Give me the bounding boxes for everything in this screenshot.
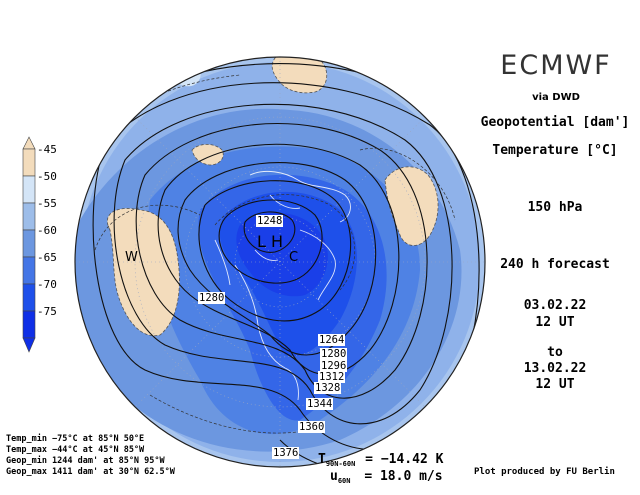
field-line-geopotential: Geopotential [dam'] (480, 115, 630, 130)
map-marker-low: L (257, 232, 266, 251)
colorbar-swatch (22, 256, 36, 285)
map-marker-cold: C (289, 250, 299, 265)
to-label: to (547, 345, 563, 360)
geop-max-line: Geop_max 1411 dam' at 30°N 62.5°W (6, 467, 175, 477)
contour-label: 1296 (320, 360, 348, 372)
temperature-colorbar: -45 -50 -55 -60 -65 -70 -75 (22, 136, 57, 353)
init-time: 12 UT (535, 315, 575, 330)
credit-label: Plot produced by FU Berlin (474, 467, 615, 477)
u-index-sub: 60N (337, 477, 351, 485)
temp-max-line: Temp_max −44°C at 45°N 85°W (6, 445, 145, 455)
pressure-level: 150 hPa (527, 200, 583, 215)
t-index-value: = −14.42 K (365, 452, 444, 467)
contour-label: 1280 (198, 292, 226, 304)
field-line-temperature: Temperature [°C] (492, 143, 618, 158)
valid-date: 13.02.22 (523, 361, 587, 376)
contour-label: 1328 (314, 382, 342, 394)
forecast-hours: 240 h forecast (500, 257, 610, 272)
u-index-value: = 18.0 m/s (364, 469, 443, 484)
contour-label: 1360 (298, 421, 326, 433)
t-index-label: T (318, 452, 326, 467)
init-date: 03.02.22 (523, 298, 587, 313)
contour-label: 1344 (306, 398, 334, 410)
colorbar-label: -70 (37, 278, 57, 291)
colorbar-swatch (22, 175, 36, 204)
colorbar-label: -60 (37, 224, 57, 237)
t-index: T90N-60N = −14.42 K (318, 452, 444, 468)
map-marker-high: H (271, 232, 284, 251)
colorbar-swatch (22, 283, 36, 312)
geop-min-line: Geop_min 1244 dam' at 85°N 95°W (6, 456, 165, 466)
colorbar-swatch (22, 310, 36, 339)
colorbar-label: -75 (37, 305, 57, 318)
contour-label: 1312 (318, 371, 346, 383)
colorbar-label: -50 (37, 170, 57, 183)
colorbar-swatch (22, 202, 36, 231)
u-index: u60N = 18.0 m/s (330, 469, 443, 485)
contour-label: 1280 (320, 348, 348, 360)
colorbar-label: -65 (37, 251, 57, 264)
contour-label: 1376 (272, 447, 300, 459)
contour-label: 1248 (256, 215, 284, 227)
colorbar-label: -55 (37, 197, 57, 210)
u-index-label: u (330, 469, 338, 484)
contour-label: 1264 (318, 334, 346, 346)
extremes-stats: Temp_min −75°C at 85°N 50°E Temp_max −44… (6, 434, 175, 478)
t-index-sub: 90N-60N (325, 460, 356, 468)
colorbar-top-arrow (22, 136, 36, 150)
valid-time: 12 UT (535, 377, 575, 392)
colorbar-bottom-arrow (22, 337, 36, 353)
colorbar-swatch (22, 229, 36, 258)
colorbar-label: -45 (37, 143, 57, 156)
colorbar-swatch (22, 148, 36, 177)
source-label: via DWD (532, 92, 580, 103)
model-title: ECMWF (500, 50, 612, 81)
temp-min-line: Temp_min −75°C at 85°N 50°E (6, 434, 145, 444)
map-marker-warm: W (125, 250, 138, 265)
